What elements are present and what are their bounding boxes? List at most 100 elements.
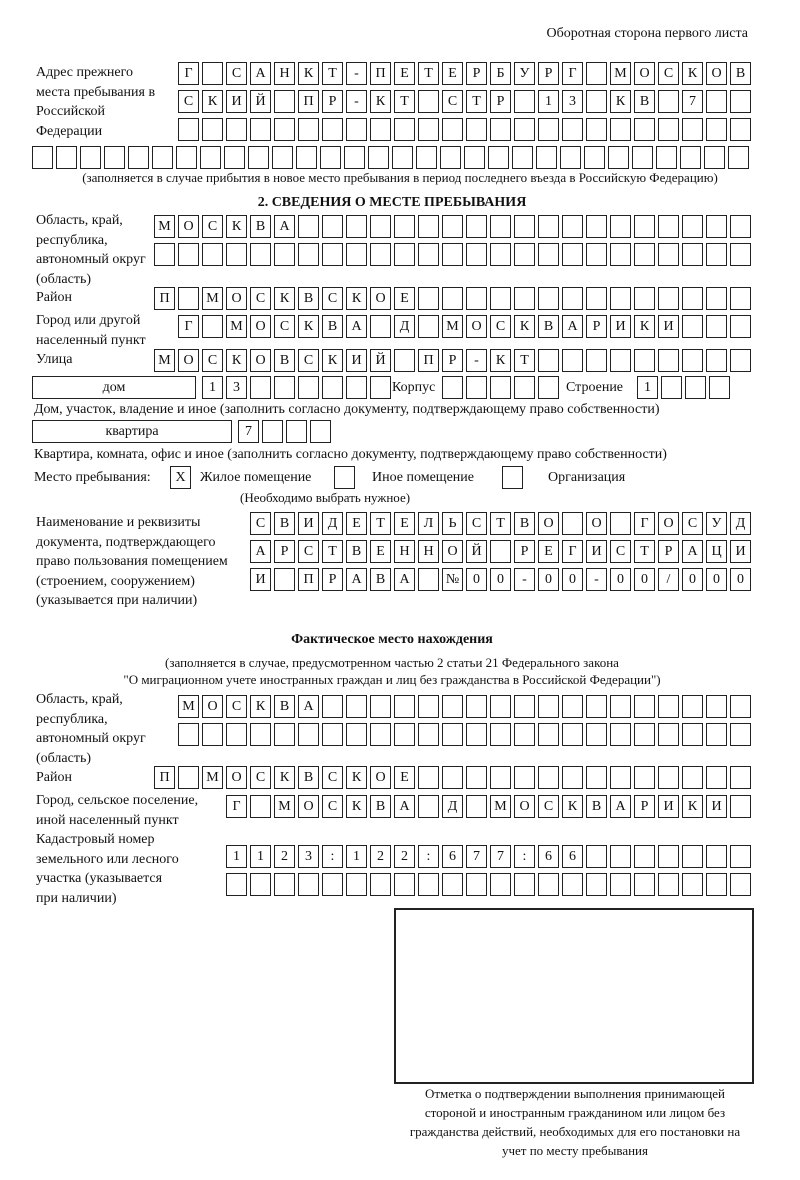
char-cell[interactable]: 6 [562,845,583,868]
char-cell[interactable] [562,723,583,746]
char-cell[interactable] [346,873,367,896]
char-cell[interactable]: С [538,795,559,818]
char-cell[interactable]: Б [490,62,511,85]
char-cell[interactable]: П [154,766,175,789]
char-cell[interactable] [706,695,727,718]
char-cell[interactable]: Т [322,62,343,85]
char-cell[interactable] [274,723,295,746]
char-cell[interactable]: К [274,766,295,789]
char-cell[interactable] [610,845,631,868]
char-cell[interactable]: Р [466,62,487,85]
char-cell[interactable] [682,118,703,141]
char-cell[interactable]: Р [442,349,463,372]
char-cell[interactable]: К [298,315,319,338]
char-cell[interactable]: Е [346,512,367,535]
char-cell[interactable] [586,766,607,789]
char-cell[interactable]: 2 [394,845,415,868]
char-cell[interactable] [514,376,535,399]
char-cell[interactable] [310,420,331,443]
char-cell[interactable] [706,349,727,372]
char-cell[interactable] [466,873,487,896]
char-cell[interactable]: 0 [466,568,487,591]
char-cell[interactable] [394,723,415,746]
char-cell[interactable]: С [658,62,679,85]
char-cell[interactable] [610,215,631,238]
char-cell[interactable]: К [226,349,247,372]
char-cell[interactable] [584,146,605,169]
char-cell[interactable]: Г [226,795,247,818]
char-cell[interactable]: 2 [370,845,391,868]
char-cell[interactable]: Д [394,315,415,338]
char-cell[interactable] [586,90,607,113]
char-cell[interactable] [658,215,679,238]
char-cell[interactable] [586,873,607,896]
char-cell[interactable] [730,315,751,338]
char-cell[interactable]: Ь [442,512,463,535]
char-cell[interactable]: М [154,215,175,238]
char-cell[interactable] [394,349,415,372]
char-cell[interactable] [634,215,655,238]
char-cell[interactable]: Г [178,315,199,338]
char-cell[interactable] [562,873,583,896]
char-cell[interactable] [370,695,391,718]
char-cell[interactable]: 0 [490,568,511,591]
char-cell[interactable]: Р [586,315,607,338]
char-cell[interactable]: К [346,287,367,310]
char-cell[interactable]: - [586,568,607,591]
char-cell[interactable]: 7 [682,90,703,113]
char-cell[interactable] [610,723,631,746]
char-cell[interactable] [202,118,223,141]
char-cell[interactable] [418,315,439,338]
char-cell[interactable]: П [418,349,439,372]
char-cell[interactable]: № [442,568,463,591]
char-cell[interactable] [562,512,583,535]
char-cell[interactable] [262,420,283,443]
char-cell[interactable] [538,723,559,746]
char-cell[interactable] [370,873,391,896]
char-cell[interactable] [418,568,439,591]
char-cell[interactable] [706,90,727,113]
char-cell[interactable] [586,349,607,372]
char-cell[interactable] [586,723,607,746]
char-cell[interactable] [634,118,655,141]
char-cell[interactable] [490,540,511,563]
char-cell[interactable] [706,118,727,141]
char-cell[interactable] [490,118,511,141]
char-cell[interactable] [442,766,463,789]
char-cell[interactable] [490,766,511,789]
char-cell[interactable]: О [658,512,679,535]
char-cell[interactable]: Е [394,62,415,85]
char-cell[interactable]: А [274,215,295,238]
char-cell[interactable]: Г [178,62,199,85]
char-cell[interactable] [562,243,583,266]
char-cell[interactable] [610,512,631,535]
char-cell[interactable] [634,349,655,372]
char-cell[interactable]: А [250,540,271,563]
char-cell[interactable]: Ц [706,540,727,563]
char-cell[interactable]: И [250,568,271,591]
char-cell[interactable] [250,118,271,141]
char-cell[interactable] [538,766,559,789]
char-cell[interactable]: С [298,540,319,563]
char-cell[interactable] [514,723,535,746]
char-cell[interactable] [514,287,535,310]
char-cell[interactable] [370,315,391,338]
char-cell[interactable] [661,376,682,399]
char-cell[interactable] [178,723,199,746]
char-cell[interactable] [370,118,391,141]
char-cell[interactable]: 0 [682,568,703,591]
char-cell[interactable]: Т [514,349,535,372]
char-cell[interactable] [514,766,535,789]
char-cell[interactable] [685,376,706,399]
char-cell[interactable]: О [538,512,559,535]
char-cell[interactable] [730,118,751,141]
char-cell[interactable] [634,287,655,310]
char-cell[interactable]: С [250,512,271,535]
char-cell[interactable] [706,873,727,896]
char-cell[interactable] [442,287,463,310]
char-cell[interactable]: - [514,568,535,591]
char-cell[interactable] [80,146,101,169]
char-cell[interactable] [658,723,679,746]
char-cell[interactable] [682,873,703,896]
char-cell[interactable] [274,568,295,591]
